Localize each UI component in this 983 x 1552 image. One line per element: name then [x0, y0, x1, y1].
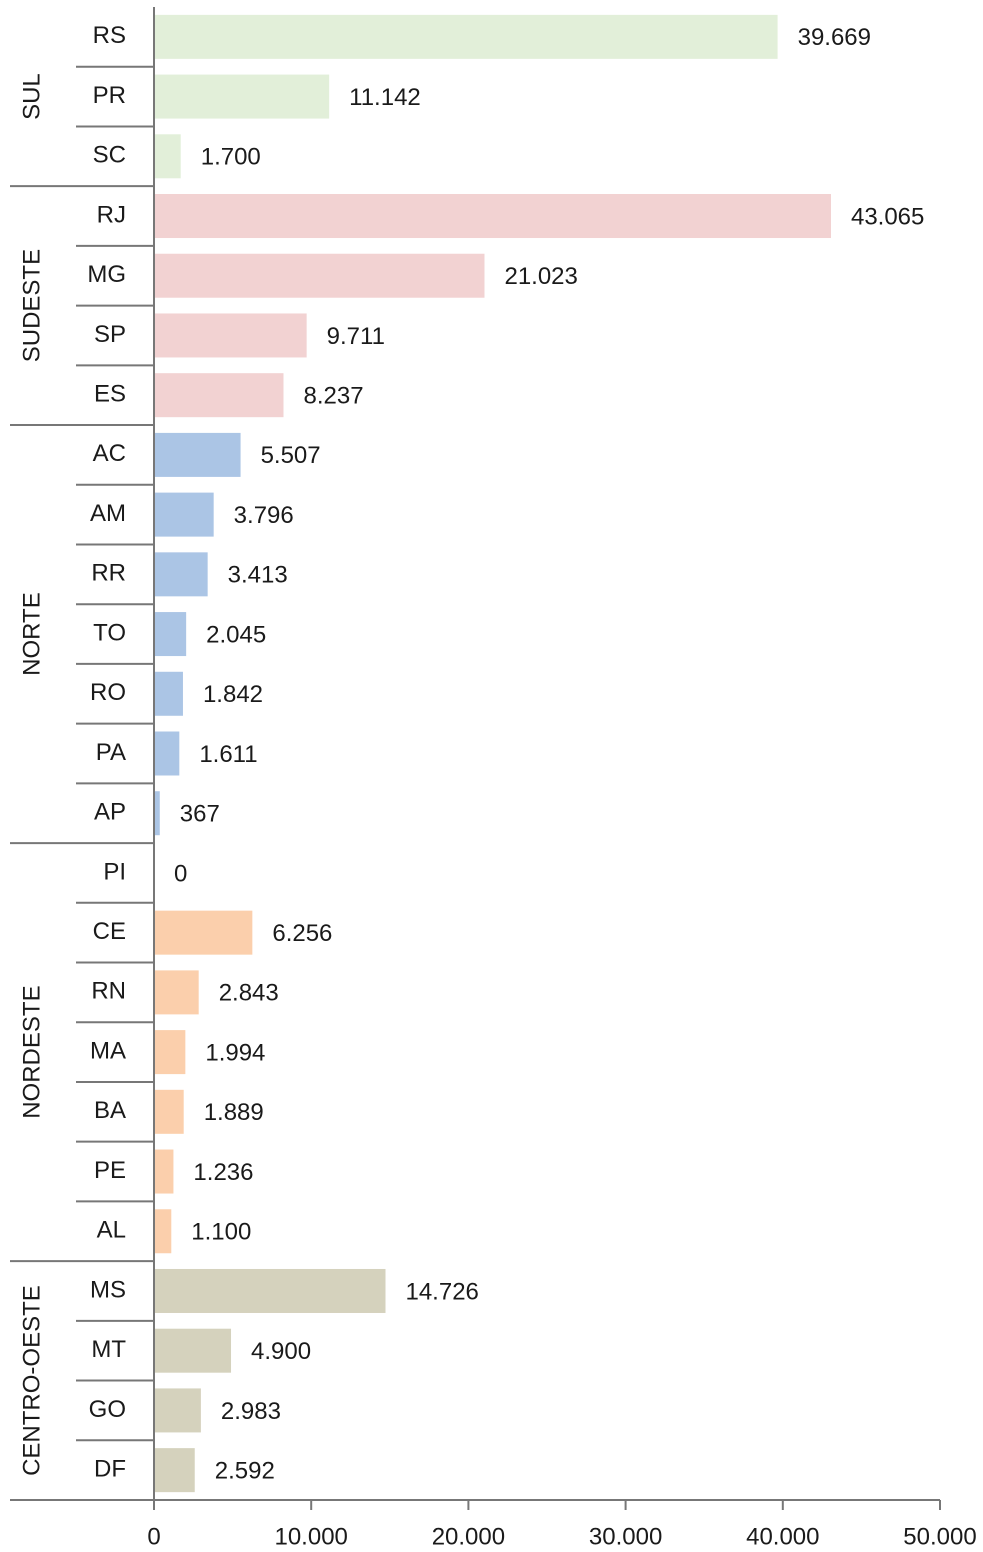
x-tick-label: 0 [147, 1523, 160, 1550]
group-label: CENTRO-OESTE [18, 1285, 45, 1476]
category-label: SP [94, 321, 126, 348]
group-label: NORDESTE [18, 985, 45, 1118]
value-label: 1.889 [204, 1099, 264, 1126]
bar [154, 134, 181, 179]
category-label: CE [93, 918, 126, 945]
bar [154, 194, 831, 239]
category-label: PA [96, 739, 126, 766]
bar [154, 74, 330, 119]
category-label: ES [94, 381, 126, 408]
category-label: DF [94, 1455, 126, 1482]
bar [154, 1089, 184, 1134]
category-label: AL [97, 1217, 126, 1244]
value-label: 1.611 [199, 741, 257, 768]
x-tick-label: 20.000 [432, 1523, 505, 1550]
category-label: AC [93, 440, 126, 467]
category-label: AP [94, 799, 126, 826]
value-label: 0 [174, 860, 187, 887]
category-label: TO [93, 619, 126, 646]
value-label: 1.842 [203, 681, 263, 708]
bar [154, 313, 307, 358]
category-label: RR [91, 560, 126, 587]
x-tick-label: 40.000 [746, 1523, 819, 1550]
value-label: 8.237 [303, 383, 363, 410]
group-label: SUL [18, 73, 45, 120]
value-label: 3.796 [234, 502, 294, 529]
category-label: RO [90, 679, 126, 706]
value-label: 367 [180, 801, 220, 828]
x-tick-label: 50.000 [903, 1523, 976, 1550]
bar [154, 1448, 195, 1493]
x-tick-label: 30.000 [589, 1523, 662, 1550]
group-label: NORTE [18, 592, 45, 676]
value-label: 6.256 [272, 920, 332, 947]
value-label: 39.669 [798, 24, 871, 51]
value-label: 14.726 [405, 1278, 478, 1305]
value-label: 2.983 [221, 1398, 281, 1425]
bar [154, 1030, 186, 1075]
value-label: 4.900 [251, 1338, 311, 1365]
bar [154, 1209, 172, 1254]
category-label: RS [93, 22, 126, 49]
category-label: PE [94, 1157, 126, 1184]
bar [154, 731, 180, 776]
bar [154, 552, 208, 597]
bar [154, 970, 199, 1015]
category-label: GO [89, 1396, 126, 1423]
bar [154, 791, 160, 836]
value-label: 1.236 [193, 1159, 253, 1186]
category-label: PI [103, 858, 126, 885]
category-label: MS [90, 1276, 126, 1303]
value-label: 1.994 [205, 1039, 265, 1066]
bar [154, 671, 183, 716]
value-label: 2.045 [206, 621, 266, 648]
bar [154, 253, 485, 298]
category-label: RN [91, 978, 126, 1005]
category-label: BA [94, 1097, 126, 1124]
category-label: MA [90, 1037, 126, 1064]
category-label: MG [87, 261, 126, 288]
category-label: MT [91, 1336, 126, 1363]
value-label: 5.507 [261, 442, 321, 469]
bar [154, 373, 284, 418]
value-label: 3.413 [228, 562, 288, 589]
value-label: 21.023 [504, 263, 577, 290]
category-label: PR [93, 82, 126, 109]
bar [154, 1388, 201, 1433]
value-label: 9.711 [327, 323, 385, 350]
value-label: 1.100 [191, 1219, 251, 1246]
bar [154, 612, 187, 657]
value-label: 1.700 [201, 144, 261, 171]
bar [154, 432, 241, 477]
group-label: SUDESTE [18, 249, 45, 362]
value-label: 2.843 [219, 980, 279, 1007]
category-label: AM [90, 500, 126, 527]
x-tick-label: 10.000 [274, 1523, 347, 1550]
value-label: 2.592 [215, 1457, 275, 1484]
bar [154, 492, 214, 537]
category-label: SC [93, 142, 126, 169]
bar [154, 1149, 174, 1194]
value-label: 11.142 [349, 84, 421, 111]
bar [154, 1328, 232, 1373]
bar [154, 1268, 386, 1313]
bar [154, 910, 253, 955]
bar [154, 14, 778, 59]
value-label: 43.065 [851, 203, 924, 230]
category-label: RJ [97, 201, 126, 228]
